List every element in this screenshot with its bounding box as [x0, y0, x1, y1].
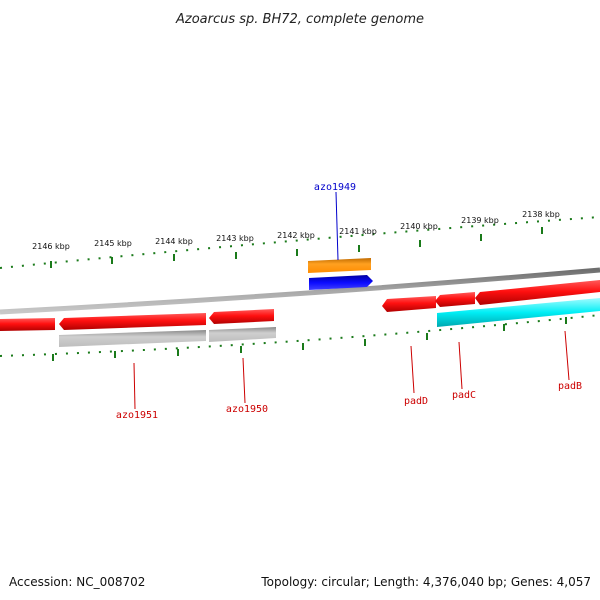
connector-padD [410, 345, 415, 394]
gene-arrow-red-3[interactable] [209, 309, 274, 324]
gene-label-padC[interactable]: padC [452, 390, 476, 401]
tick-label-2145: 2145 kbp [94, 239, 132, 248]
inner-major-ticks [52, 317, 567, 361]
tick-label-2144: 2144 kbp [155, 237, 193, 246]
map-title: Azoarcus sp. BH72, complete genome [175, 12, 424, 27]
gene-arrow-left-edge[interactable] [0, 318, 55, 331]
outer-tick-ring [0, 216, 600, 269]
connector-azo1950 [242, 357, 246, 404]
connector-azo1951 [133, 362, 136, 410]
gene-label-padD[interactable]: padD [404, 396, 428, 407]
tick-label-2146: 2146 kbp [32, 242, 70, 251]
gene-label-azo1949[interactable]: azo1949 [314, 182, 356, 193]
topology-text: Topology: circular; Length: 4,376,040 bp… [260, 575, 591, 589]
gene-arrow-cyan[interactable] [437, 298, 600, 327]
connector-azo1949 [335, 191, 339, 261]
gene-label-azo1950[interactable]: azo1950 [226, 404, 268, 415]
tick-label-2138: 2138 kbp [522, 210, 560, 219]
tick-label-2140: 2140 kbp [400, 222, 438, 231]
connector-padC [458, 341, 463, 390]
gene-arrow-azo1950[interactable] [209, 327, 276, 342]
gene-arrow-orange[interactable] [308, 258, 371, 273]
gene-arrow-padC[interactable] [435, 292, 475, 307]
outer-major-ticks [50, 227, 543, 268]
tick-label-2139: 2139 kbp [461, 216, 499, 225]
gene-arrow-padB[interactable] [475, 280, 600, 305]
genome-backbone [0, 267, 600, 315]
tick-label-2143: 2143 kbp [216, 234, 254, 243]
gene-arrow-padD[interactable] [382, 296, 436, 312]
gene-label-padB[interactable]: padB [558, 381, 582, 392]
inner-tick-ring [0, 314, 600, 357]
connector-padB [564, 330, 570, 381]
gene-arrow-azo1951[interactable] [59, 330, 206, 347]
gene-label-azo1951[interactable]: azo1951 [116, 410, 158, 421]
gene-arrow-red-2[interactable] [59, 313, 206, 330]
tick-label-2142: 2142 kbp [277, 231, 315, 240]
gene-arrow-azo1949[interactable] [309, 275, 373, 290]
tick-label-2141: 2141 kbp [339, 227, 377, 236]
accession-text: Accession: NC_008702 [9, 575, 145, 589]
